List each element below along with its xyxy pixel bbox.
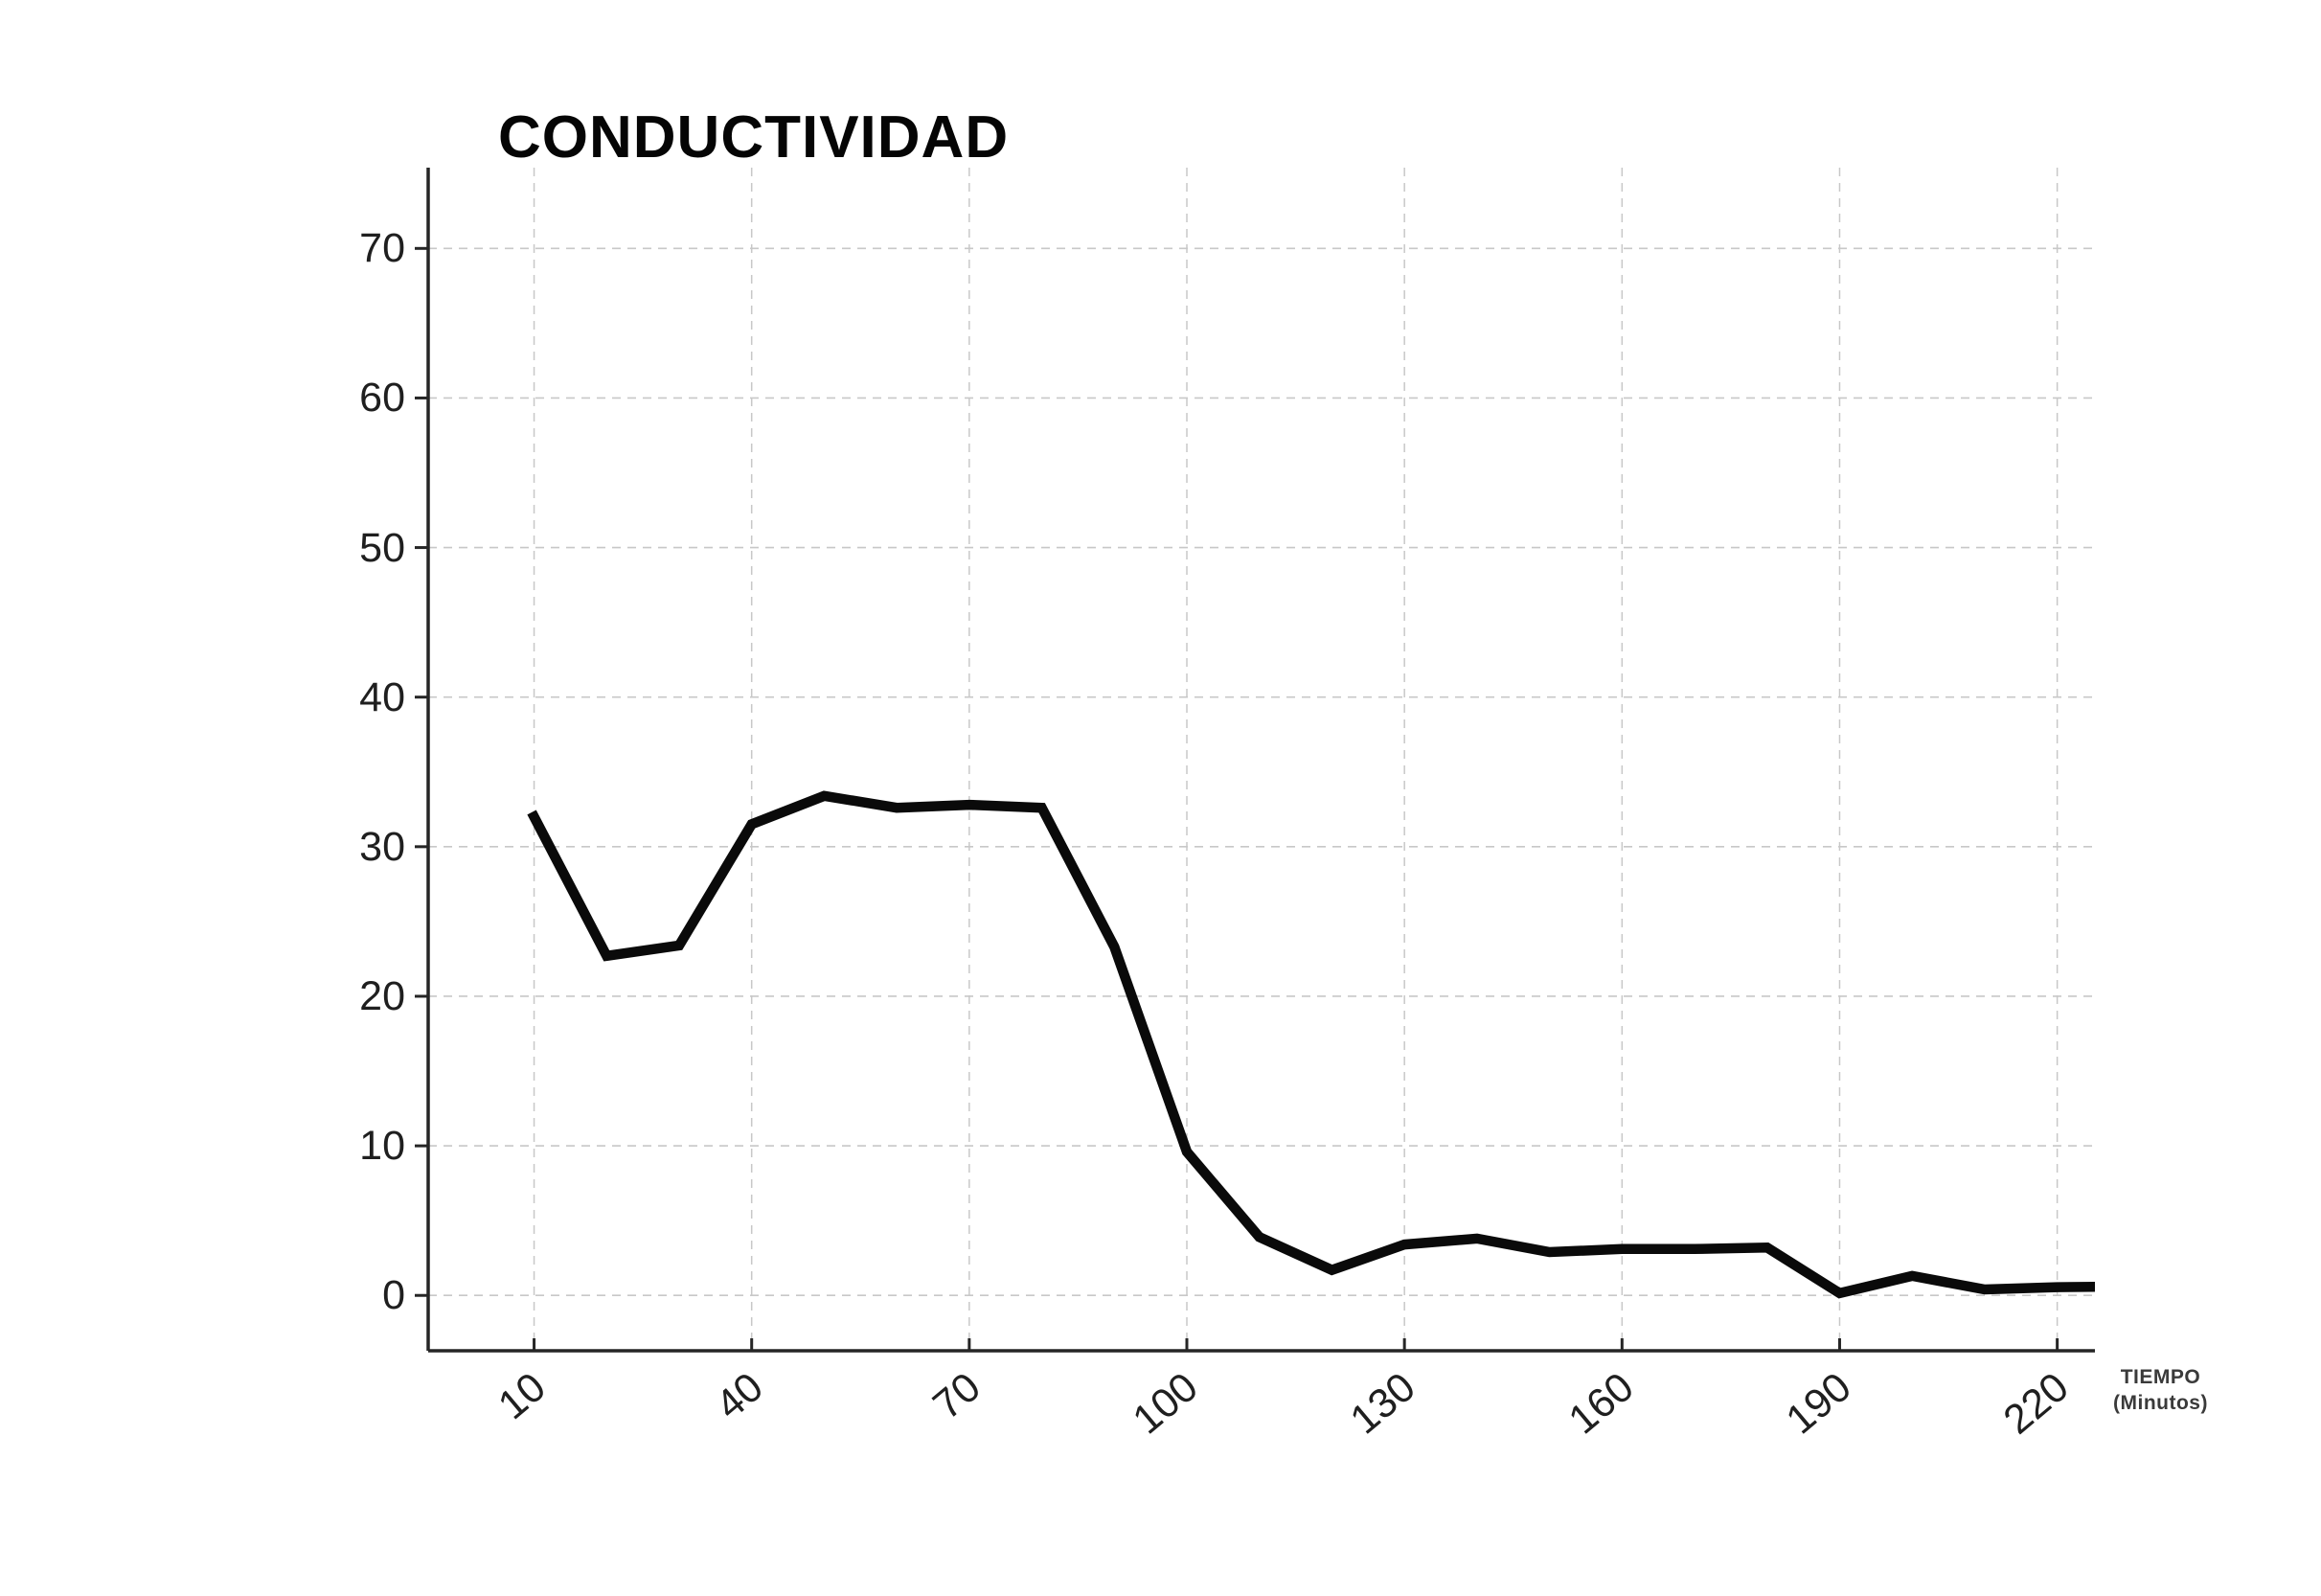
x-axis-title: TIEMPO (Minutos) bbox=[2101, 1364, 2220, 1417]
chart-title: CONDUCTIVIDAD bbox=[498, 104, 1010, 171]
x-axis-title-line1: TIEMPO bbox=[2120, 1366, 2201, 1388]
y-tick-label: 10 bbox=[359, 1123, 405, 1170]
y-tick-label: 70 bbox=[359, 225, 405, 272]
x-axis-title-line2: (Minutos) bbox=[2113, 1392, 2208, 1415]
y-tick-label: 50 bbox=[359, 524, 405, 571]
y-tick-label: 40 bbox=[359, 673, 405, 720]
y-tick-label: 60 bbox=[359, 375, 405, 422]
data-line-conductividad bbox=[527, 790, 2095, 1299]
y-tick-label: 0 bbox=[382, 1272, 405, 1319]
y-tick-label: 30 bbox=[359, 823, 405, 870]
y-tick-label: 20 bbox=[359, 972, 405, 1019]
